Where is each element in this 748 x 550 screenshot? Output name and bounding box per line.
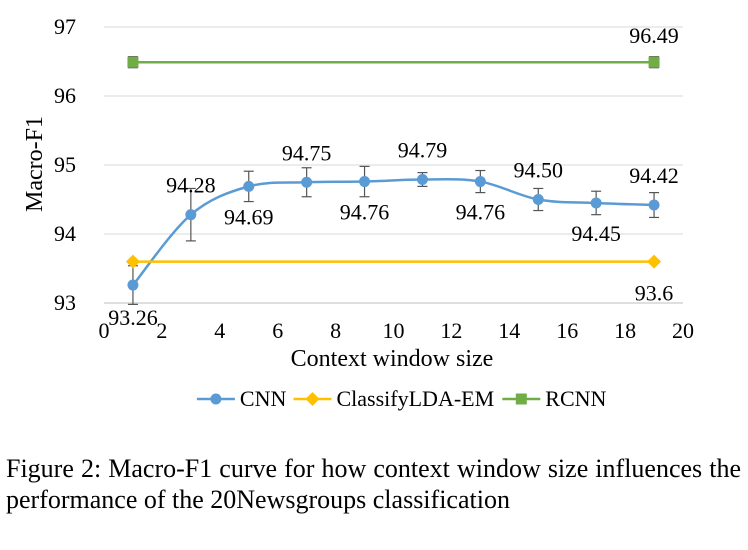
cnn-data-label: 93.26 <box>108 305 158 330</box>
cnn-data-label: 94.76 <box>340 200 390 225</box>
legend-rcnn-marker <box>515 393 527 405</box>
x-tick-label: 14 <box>498 318 520 343</box>
cnn-data-label: 94.50 <box>514 158 564 183</box>
figure-caption: Figure 2: Macro-F1 curve for how context… <box>6 454 741 514</box>
classifylda-em-point <box>125 254 140 269</box>
cnn-point <box>590 197 602 209</box>
x-axis-label: Context window size <box>291 346 494 372</box>
legend-rcnn-label: RCNN <box>545 386 606 411</box>
cnn-point <box>416 173 428 185</box>
x-tick-label: 16 <box>556 318 578 343</box>
x-tick-label: 0 <box>99 318 110 343</box>
y-tick-label: 94 <box>54 221 76 246</box>
y-tick-label: 95 <box>54 152 76 177</box>
cnn-point <box>474 176 486 188</box>
x-tick-label: 20 <box>672 318 694 343</box>
x-tick-label: 2 <box>156 318 167 343</box>
legend: CNN ClassifyLDA-EM RCNN <box>196 386 607 411</box>
x-axis-ticks: 0 2 4 6 8 10 12 14 16 18 20 <box>99 318 695 343</box>
cnn-data-label: 94.28 <box>166 173 216 198</box>
y-axis-ticks: 93 94 95 96 97 <box>54 14 76 315</box>
cnn-data-label: 94.79 <box>398 137 448 162</box>
legend-classifylda-em-marker <box>305 392 320 406</box>
y-axis-label: Macro-F1 <box>22 116 48 212</box>
cnn-point <box>185 209 197 221</box>
cnn-data-label: 94.75 <box>282 140 332 165</box>
x-tick-label: 8 <box>330 318 341 343</box>
classifylda-em-data-label: 93.6 <box>635 281 674 306</box>
data-labels: 93.26 94.28 94.69 94.75 94.76 94.79 94.76 94.50… <box>108 23 679 330</box>
y-tick-label: 93 <box>54 290 76 315</box>
grid-lines <box>104 26 683 304</box>
classifylda-em-point <box>647 254 662 269</box>
x-tick-label: 18 <box>614 318 636 343</box>
rcnn-point <box>127 56 139 68</box>
cnn-line <box>131 178 655 286</box>
cnn-point <box>243 180 255 192</box>
cnn-point <box>648 199 660 211</box>
x-tick-label: 12 <box>440 318 462 343</box>
cnn-data-label: 94.42 <box>629 163 679 188</box>
x-tick-label: 10 <box>383 318 405 343</box>
y-tick-label: 96 <box>54 83 76 108</box>
cnn-data-label: 94.45 <box>571 221 621 246</box>
cnn-point <box>301 176 313 188</box>
rcnn-data-label: 96.49 <box>629 23 679 48</box>
cnn-point <box>532 194 544 205</box>
y-tick-label: 97 <box>54 14 76 39</box>
legend-cnn-marker <box>210 393 222 405</box>
cnn-point <box>127 279 139 291</box>
legend-classifylda-em-label: ClassifyLDA-EM <box>337 386 495 411</box>
x-tick-label: 6 <box>272 318 283 343</box>
series-layer <box>125 56 662 305</box>
x-tick-label: 4 <box>214 318 225 343</box>
cnn-point <box>359 176 371 188</box>
cnn-data-label: 94.76 <box>456 200 506 225</box>
cnn-data-label: 94.69 <box>224 204 274 229</box>
legend-cnn-label: CNN <box>240 386 287 411</box>
rcnn-point <box>648 56 660 68</box>
